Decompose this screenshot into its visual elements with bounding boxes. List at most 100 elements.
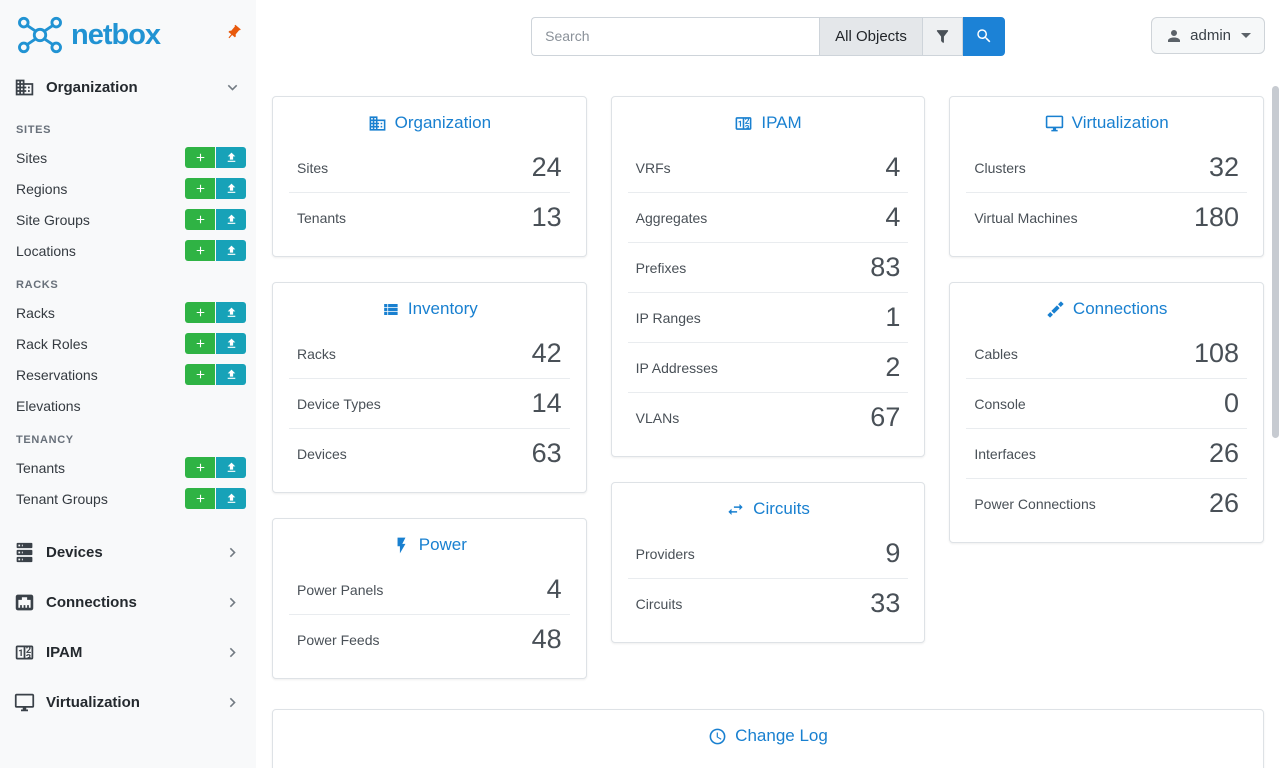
add-button[interactable] (185, 488, 215, 509)
card-title: Organization (289, 109, 570, 143)
item-actions (185, 178, 246, 199)
stat-row-prefixes[interactable]: Prefixes 83 (627, 242, 909, 292)
import-button[interactable] (216, 147, 246, 168)
monitor-icon (1045, 114, 1064, 133)
sidebar-item-reservations[interactable]: Reservations (0, 359, 256, 390)
import-button[interactable] (216, 178, 246, 199)
add-button[interactable] (185, 457, 215, 478)
stat-row-power-connections[interactable]: Power Connections 26 (966, 478, 1248, 528)
user-menu-button[interactable]: admin (1151, 17, 1265, 54)
plus-icon (194, 368, 207, 381)
building-icon (368, 114, 387, 133)
card-title: IPAM (628, 109, 909, 143)
card-rows: Cables 108 Console 0 Interfaces 26 Power… (966, 329, 1248, 528)
sidebar-item-racks[interactable]: Racks (0, 297, 256, 328)
sidebar-item-site-groups[interactable]: Site Groups (0, 204, 256, 235)
card-title: Connections (966, 295, 1247, 329)
column-2: IPAM VRFs 4 Aggregates 4 Prefixes 83 (610, 96, 926, 679)
ipam-card: IPAM VRFs 4 Aggregates 4 Prefixes 83 (610, 96, 926, 457)
card-rows: VRFs 4 Aggregates 4 Prefixes 83 IP Range… (627, 143, 909, 442)
stat-row-interfaces[interactable]: Interfaces 26 (966, 428, 1248, 478)
stat-row-device-types[interactable]: Device Types 14 (289, 378, 570, 428)
search-input[interactable] (531, 16, 820, 56)
sidebar-section-devices[interactable]: Devices (0, 529, 256, 576)
import-button[interactable] (216, 457, 246, 478)
stat-row-aggregates[interactable]: Aggregates 4 (627, 192, 909, 242)
plus-icon (194, 244, 207, 257)
sidebar-item-elevations[interactable]: Elevations (16, 397, 81, 414)
import-button[interactable] (216, 240, 246, 261)
add-button[interactable] (185, 302, 215, 323)
stat-row-tenants[interactable]: Tenants 13 (289, 192, 570, 242)
sidebar-item-locations[interactable]: Locations (0, 235, 256, 266)
main-area: All Objects admin Organization (256, 0, 1280, 768)
dashboard-cards: Organization Sites 24 Tenants 13 Inv (256, 72, 1280, 679)
pin-icon (222, 21, 246, 45)
stat-row-circuits[interactable]: Circuits 33 (627, 578, 909, 628)
import-button[interactable] (216, 488, 246, 509)
stat-row-vlans[interactable]: VLANs 67 (627, 392, 909, 442)
virtualization-card: Virtualization Clusters 32 Virtual Machi… (949, 96, 1265, 257)
upload-icon (225, 461, 238, 474)
stat-row-providers[interactable]: Providers 9 (635, 538, 901, 568)
inventory-card: Inventory Racks 42 Device Types 14 Devic… (272, 282, 587, 493)
username: admin (1190, 27, 1231, 44)
stat-row-virtual-machines[interactable]: Virtual Machines 180 (966, 192, 1248, 242)
scrollbar-thumb[interactable] (1272, 86, 1279, 438)
upload-icon (225, 368, 238, 381)
sidebar-nav: Organization SITES Sites Regions Site Gr… (0, 64, 256, 726)
add-button[interactable] (185, 209, 215, 230)
netbox-logo[interactable]: netbox (14, 14, 161, 56)
stat-row-devices[interactable]: Devices 63 (289, 428, 570, 478)
object-type-dropdown[interactable]: All Objects (819, 16, 923, 56)
server-icon (14, 542, 35, 563)
add-button[interactable] (185, 333, 215, 354)
sidebar-item-rack-roles[interactable]: Rack Roles (0, 328, 256, 359)
transfer-icon (726, 500, 745, 519)
upload-icon (225, 337, 238, 350)
chevron-right-icon (223, 643, 242, 662)
sidebar-section-connections[interactable]: Connections (0, 579, 256, 626)
sidebar-item-sites[interactable]: Sites (0, 142, 256, 173)
add-button[interactable] (185, 240, 215, 261)
stat-row-ip-ranges[interactable]: IP Ranges 1 (627, 292, 909, 342)
stat-row-clusters[interactable]: Clusters 32 (974, 152, 1240, 182)
filter-button[interactable] (922, 16, 963, 56)
import-button[interactable] (216, 333, 246, 354)
item-actions (185, 147, 246, 168)
netbox-logo-icon (14, 14, 66, 56)
stat-row-cables[interactable]: Cables 108 (974, 338, 1240, 368)
stat-row-power-feeds[interactable]: Power Feeds 48 (289, 614, 570, 664)
add-button[interactable] (185, 178, 215, 199)
plus-icon (194, 337, 207, 350)
sidebar-section-ipam[interactable]: IPAM (0, 629, 256, 676)
filter-icon (934, 28, 951, 45)
pin-sidebar-button[interactable] (225, 24, 242, 41)
card-title: Power (289, 531, 570, 565)
monitor-icon (14, 692, 35, 713)
sidebar-item-regions[interactable]: Regions (0, 173, 256, 204)
sidebar-item-tenant-groups[interactable]: Tenant Groups (0, 483, 256, 514)
stat-row-vrfs[interactable]: VRFs 4 (635, 152, 901, 182)
sidebar-section-organization[interactable]: Organization (0, 64, 256, 111)
sidebar-section-virtualization[interactable]: Virtualization (0, 679, 256, 726)
stat-row-sites[interactable]: Sites 24 (297, 152, 562, 182)
stat-row-racks[interactable]: Racks 42 (297, 338, 562, 368)
stat-row-console[interactable]: Console 0 (966, 378, 1248, 428)
import-button[interactable] (216, 364, 246, 385)
add-button[interactable] (185, 147, 215, 168)
import-button[interactable] (216, 302, 246, 323)
upload-icon (225, 492, 238, 505)
upload-icon (225, 182, 238, 195)
search-button[interactable] (962, 16, 1005, 56)
stat-row-power-panels[interactable]: Power Panels 4 (297, 574, 562, 604)
plus-icon (194, 182, 207, 195)
sidebar: netbox Organization SITES Sites Regions (0, 0, 256, 768)
import-button[interactable] (216, 209, 246, 230)
add-button[interactable] (185, 364, 215, 385)
item-actions (185, 240, 246, 261)
card-title: Circuits (628, 495, 909, 529)
stat-row-ip-addresses[interactable]: IP Addresses 2 (627, 342, 909, 392)
sidebar-item-tenants[interactable]: Tenants (0, 452, 256, 483)
counter-icon (14, 642, 35, 663)
